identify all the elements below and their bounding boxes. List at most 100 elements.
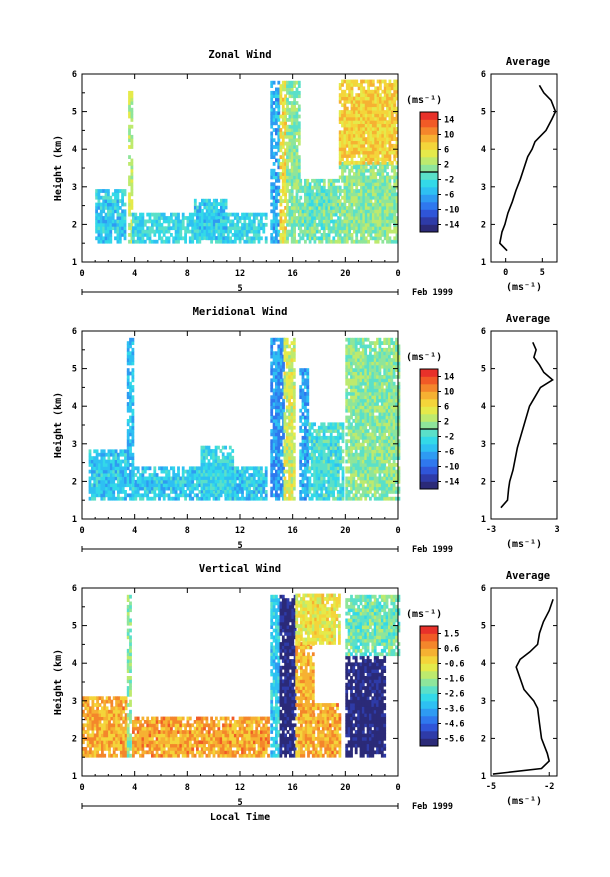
heatmap-cell	[187, 477, 190, 481]
heatmap-cell	[109, 196, 112, 200]
heatmap-cell	[105, 199, 108, 203]
heatmap-cell	[381, 103, 384, 107]
heatmap-cell	[391, 169, 394, 173]
heatmap-cell	[119, 240, 122, 244]
heatmap-cell	[335, 429, 338, 433]
heatmap-cell	[144, 477, 147, 481]
heatmap-cell	[318, 199, 321, 203]
heatmap-cell	[156, 240, 159, 244]
heatmap-cell	[134, 473, 137, 477]
heatmap-cell	[296, 192, 299, 196]
heatmap-cell	[196, 493, 199, 497]
heatmap-cell	[234, 466, 237, 470]
heatmap-cell	[309, 196, 312, 200]
heatmap-cell	[153, 470, 156, 474]
heatmap-cell	[128, 111, 131, 115]
heatmap-cell	[265, 236, 268, 240]
heatmap-cell	[313, 443, 316, 447]
heatmap-cell	[142, 226, 145, 230]
heatmap-cell	[212, 483, 215, 487]
heatmap-cell	[335, 460, 338, 464]
heatmap-cell	[251, 480, 254, 484]
heatmap-cell	[218, 209, 221, 213]
heatmap-cell	[128, 203, 131, 207]
heatmap-cell	[311, 456, 314, 460]
heatmap-cell	[280, 209, 283, 213]
heatmap-cell	[316, 199, 319, 203]
heatmap-cell	[348, 196, 351, 200]
heatmap-cell	[229, 469, 232, 473]
heatmap-cell	[124, 213, 127, 217]
heatmap-cell	[262, 213, 265, 217]
heatmap-cell	[358, 103, 361, 107]
heatmap-cell	[348, 93, 351, 97]
heatmap-cell	[367, 213, 370, 217]
heatmap-cell	[352, 345, 355, 349]
colorbar-tick-label: -14	[444, 221, 459, 231]
heatmap-cell	[304, 378, 307, 382]
heatmap-cell	[132, 240, 135, 244]
heatmap-cell	[379, 192, 382, 196]
heatmap-cell	[286, 152, 289, 156]
heatmap-cell	[182, 220, 185, 224]
heatmap-cell	[365, 182, 368, 186]
heatmap-cell	[187, 487, 190, 491]
colorbar-swatch	[420, 172, 438, 180]
heatmap-cell	[381, 127, 384, 131]
heatmap-cell	[323, 470, 326, 474]
heatmap-cell	[330, 480, 333, 484]
heatmap-cell	[203, 216, 206, 220]
heatmap-cell	[372, 83, 375, 87]
heatmap-cell	[139, 480, 142, 484]
heatmap-cell	[302, 439, 305, 443]
heatmap-cell	[275, 179, 278, 183]
heatmap-cell	[293, 98, 296, 102]
heatmap-cell	[362, 412, 365, 416]
heatmap-cell	[311, 226, 314, 230]
heatmap-cell	[129, 463, 132, 467]
heatmap-cell	[208, 497, 211, 501]
heatmap-cell	[391, 130, 394, 134]
heatmap-cell	[352, 351, 355, 355]
heatmap-cell	[275, 416, 278, 420]
heatmap-cell	[328, 206, 331, 210]
heatmap-cell	[265, 240, 268, 244]
heatmap-cell	[129, 449, 132, 453]
heatmap-cell	[201, 446, 204, 450]
heatmap-cell	[358, 120, 361, 124]
heatmap-cell	[367, 120, 370, 124]
heatmap-cell	[196, 470, 199, 474]
heatmap-cell	[189, 236, 192, 240]
heatmap-cell	[374, 206, 377, 210]
heatmap-cell	[277, 192, 280, 196]
heatmap-cell	[270, 453, 273, 457]
heatmap-cell	[132, 358, 135, 362]
heatmap-cell	[127, 466, 130, 470]
heatmap-cell	[357, 483, 360, 487]
colorbar-swatch	[420, 120, 438, 128]
heatmap-cell	[304, 433, 307, 437]
heatmap-cell	[325, 240, 328, 244]
heatmap-cell	[284, 94, 287, 98]
heatmap-cell	[311, 439, 314, 443]
heatmap-cell	[330, 443, 333, 447]
heatmap-cell	[191, 483, 194, 487]
heatmap-cell	[273, 466, 276, 470]
heatmap-cell	[139, 497, 142, 501]
heatmap-cell	[362, 117, 365, 121]
heatmap-cell	[344, 137, 347, 141]
heatmap-cell	[108, 449, 111, 453]
heatmap-cell	[389, 97, 392, 101]
heatmap-cell	[335, 473, 338, 477]
heatmap-cell	[109, 233, 112, 237]
heatmap-cell	[175, 220, 178, 224]
heatmap-cell	[117, 240, 120, 244]
heatmap-cell	[352, 338, 355, 342]
heatmap-cell	[128, 108, 131, 112]
heatmap-cell	[112, 493, 115, 497]
heatmap-cell	[313, 470, 316, 474]
heatmap-cell	[110, 453, 113, 457]
heatmap-cell	[335, 203, 338, 207]
heatmap-cell	[275, 176, 278, 180]
heatmap-cell	[262, 223, 265, 227]
